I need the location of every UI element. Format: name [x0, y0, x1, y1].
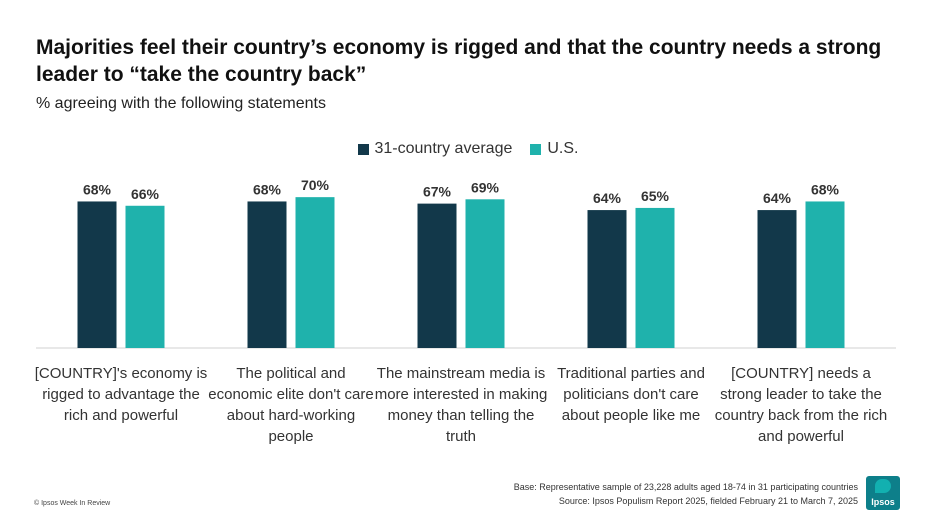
bar-avg-2	[417, 203, 457, 348]
bar-us-4	[805, 201, 845, 348]
data-label-us-2: 69%	[471, 179, 500, 195]
legend-swatch-avg	[357, 143, 369, 155]
data-label-us-3: 65%	[641, 188, 670, 204]
bar-avg-0	[77, 201, 117, 348]
base-note: Base: Representative sample of 23,228 ad…	[513, 482, 858, 492]
legend: 31-country average U.S.	[0, 140, 936, 158]
data-label-avg-3: 64%	[593, 190, 622, 206]
category-label-4: [COUNTRY] needs a strong leader to take …	[714, 365, 888, 445]
chart-subtitle: % agreeing with the following statements	[36, 95, 326, 112]
footer-notes: Base: Representative sample of 23,228 ad…	[514, 480, 858, 508]
bar-avg-3	[587, 210, 627, 348]
data-label-avg-2: 67%	[423, 184, 452, 200]
data-label-us-4: 68%	[811, 181, 840, 197]
legend-label-us: U.S.	[547, 140, 579, 157]
legend-label-avg: 31-country average	[374, 140, 513, 157]
bar-us-1	[295, 197, 335, 348]
bar-avg-1	[247, 201, 287, 348]
category-label-0: [COUNTRY]'s economy is rigged to advanta…	[34, 365, 208, 424]
category-label-2: The mainstream media is more interested …	[374, 365, 548, 445]
logo-text: Ipsos	[871, 497, 895, 507]
legend-item-us: U.S.	[530, 140, 578, 158]
bar-us-2	[465, 199, 505, 348]
data-label-avg-1: 68%	[253, 181, 282, 197]
source-note: Source: Ipsos Populism Report 2025, fiel…	[558, 496, 858, 506]
bar-us-3	[635, 207, 675, 348]
category-label-3: Traditional parties and politicians don'…	[557, 365, 705, 424]
data-label-us-1: 70%	[301, 177, 330, 193]
logo-mark-icon	[875, 479, 891, 493]
data-label-avg-4: 64%	[763, 190, 792, 206]
category-label-1: The political and economic elite don't c…	[208, 365, 374, 445]
bar-avg-4	[757, 210, 797, 348]
ipsos-logo: Ipsos	[866, 476, 900, 510]
chart-title: Majorities feel their country’s economy …	[36, 36, 882, 86]
copyright-note: © Ipsos Week In Review	[34, 500, 111, 507]
data-label-us-0: 66%	[131, 186, 160, 202]
data-label-avg-0: 68%	[83, 181, 112, 197]
bar-us-0	[125, 205, 165, 348]
legend-swatch-us	[530, 143, 542, 155]
legend-item-avg: 31-country average	[357, 140, 513, 158]
